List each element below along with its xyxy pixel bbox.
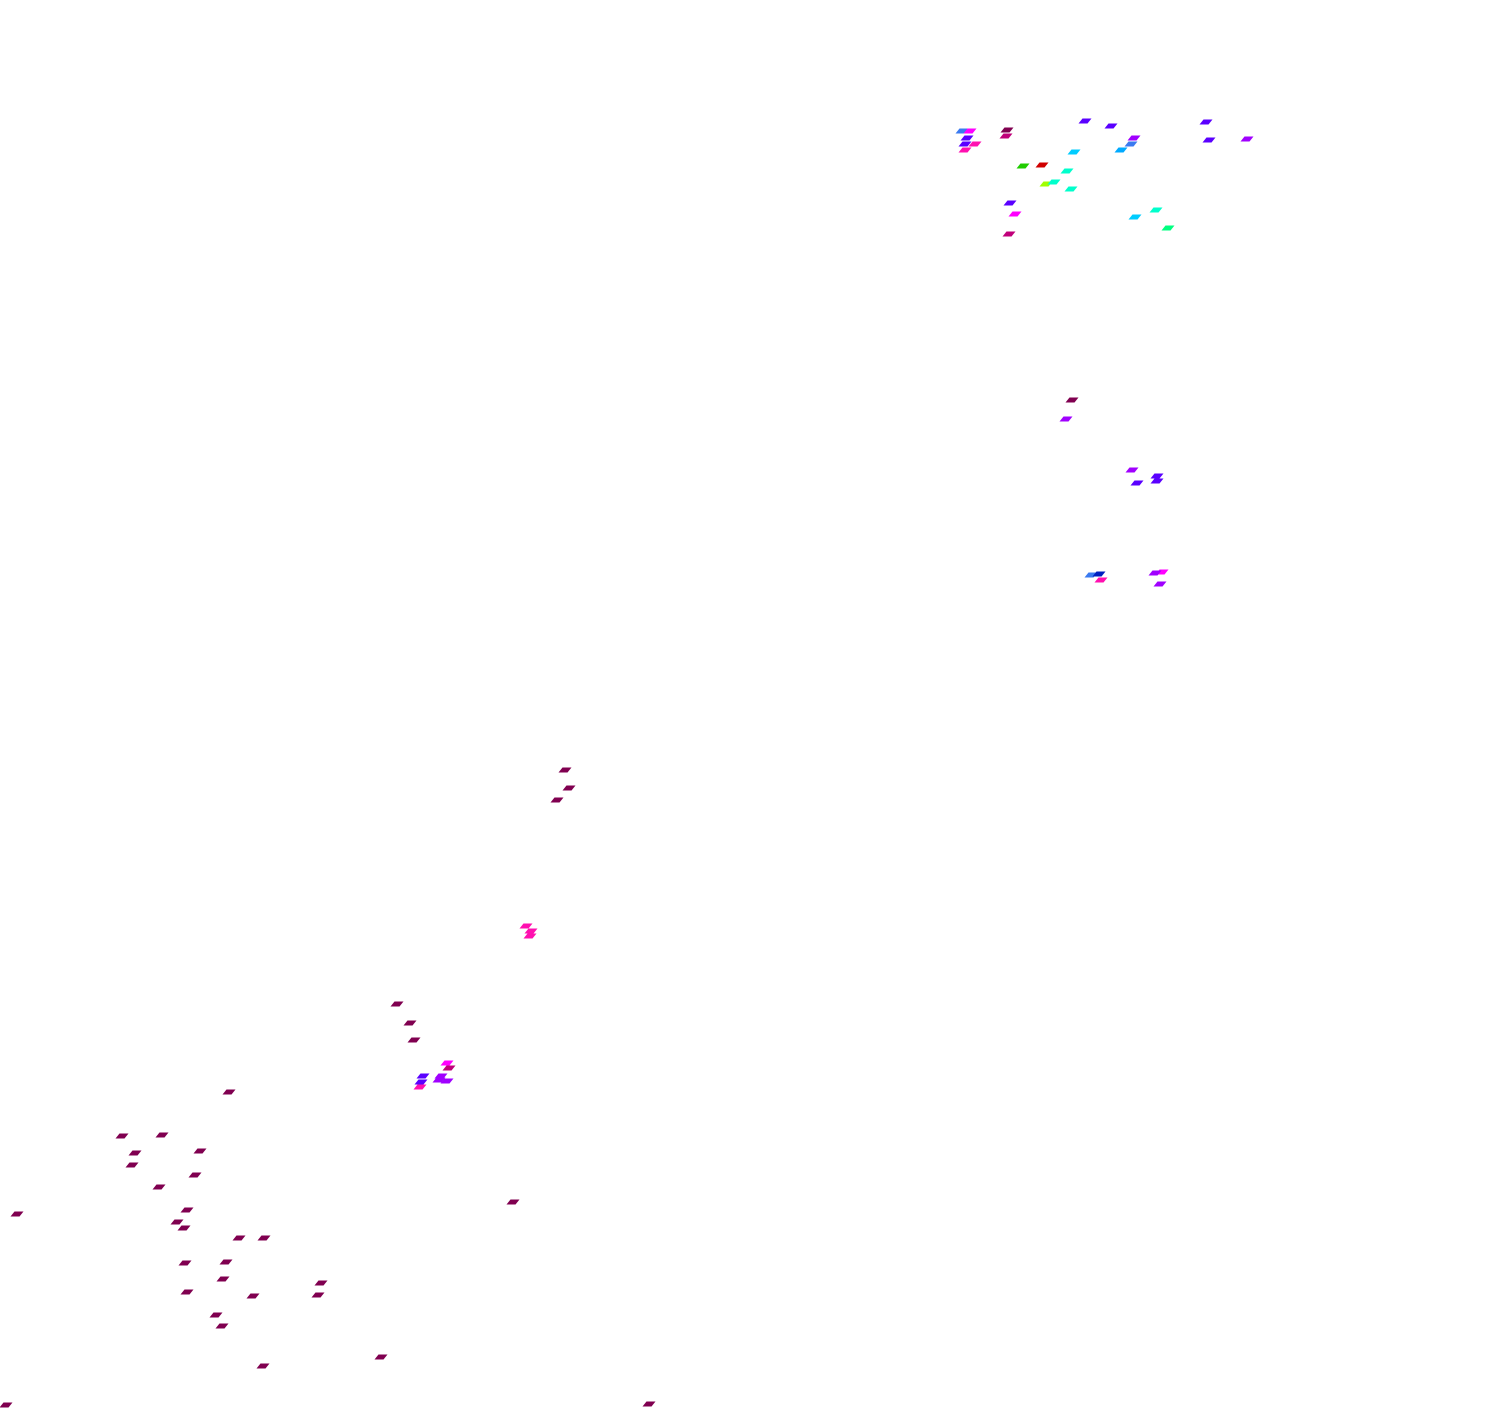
map-marker — [506, 1199, 520, 1205]
map-marker — [432, 1077, 446, 1083]
map-marker — [209, 1312, 223, 1318]
map-marker — [180, 1289, 194, 1295]
map-marker — [1149, 207, 1163, 213]
map-marker — [1064, 186, 1078, 192]
map-marker — [1127, 135, 1141, 141]
map-marker — [374, 1354, 388, 1360]
map-marker — [524, 928, 538, 934]
map-marker — [1078, 118, 1092, 124]
map-marker — [311, 1292, 325, 1298]
map-marker — [416, 1073, 430, 1079]
map-marker — [1067, 149, 1081, 155]
map-marker — [1124, 141, 1138, 147]
map-marker — [1047, 179, 1061, 185]
map-marker — [999, 133, 1013, 139]
map-marker — [1059, 416, 1073, 422]
map-marker — [10, 1211, 24, 1217]
map-marker — [222, 1089, 236, 1095]
map-marker — [963, 128, 977, 134]
map-marker — [442, 1065, 456, 1071]
map-marker — [1000, 127, 1014, 133]
map-marker — [152, 1184, 166, 1190]
map-marker — [246, 1293, 260, 1299]
map-marker — [1008, 211, 1022, 217]
map-marker — [1130, 480, 1144, 486]
map-marker — [215, 1323, 229, 1329]
map-marker — [216, 1276, 230, 1282]
map-marker — [958, 147, 972, 153]
map-marker — [413, 1084, 427, 1090]
map-marker — [1150, 473, 1164, 479]
map-marker — [178, 1260, 192, 1266]
map-marker — [1128, 214, 1142, 220]
map-marker — [1114, 147, 1128, 153]
map-marker — [155, 1132, 169, 1138]
map-marker — [403, 1020, 417, 1026]
map-marker — [188, 1172, 202, 1178]
map-marker — [1065, 397, 1079, 403]
map-marker — [1148, 570, 1162, 576]
map-marker — [1003, 200, 1017, 206]
map-marker — [1104, 123, 1118, 129]
map-marker — [1092, 571, 1106, 577]
map-marker — [232, 1235, 246, 1241]
map-marker — [180, 1207, 194, 1213]
map-marker — [519, 923, 533, 929]
map-marker — [177, 1225, 191, 1231]
map-marker — [1153, 581, 1167, 587]
map-marker — [257, 1235, 271, 1241]
map-marker — [1202, 137, 1216, 143]
map-marker — [958, 141, 972, 147]
map-marker — [414, 1079, 428, 1085]
map-marker — [434, 1073, 448, 1079]
map-marker — [1161, 225, 1175, 231]
map-marker — [219, 1259, 233, 1265]
map-marker — [1240, 136, 1254, 142]
map-marker — [558, 767, 572, 773]
map-marker — [1002, 231, 1016, 237]
map-marker — [390, 1001, 404, 1007]
map-marker — [642, 1401, 656, 1407]
map-marker — [968, 141, 982, 147]
map-marker — [1199, 119, 1213, 125]
map-marker — [256, 1363, 270, 1369]
map-marker — [1035, 162, 1049, 168]
map-marker — [562, 785, 576, 791]
map-marker — [1060, 168, 1074, 174]
map-marker — [314, 1280, 328, 1286]
map-marker — [1016, 163, 1030, 169]
map-marker — [1094, 577, 1108, 583]
map-marker — [170, 1219, 184, 1225]
map-marker — [550, 797, 564, 803]
map-marker — [1150, 478, 1164, 484]
map-marker — [440, 1078, 454, 1084]
map-marker — [0, 1402, 13, 1408]
map-marker — [407, 1037, 421, 1043]
map-marker — [125, 1162, 139, 1168]
map-marker — [1125, 467, 1139, 473]
map-marker — [440, 1060, 454, 1066]
map-marker — [523, 933, 537, 939]
map-marker — [960, 135, 974, 141]
map-marker — [193, 1148, 207, 1154]
map-marker — [128, 1150, 142, 1156]
map-marker — [115, 1133, 129, 1139]
